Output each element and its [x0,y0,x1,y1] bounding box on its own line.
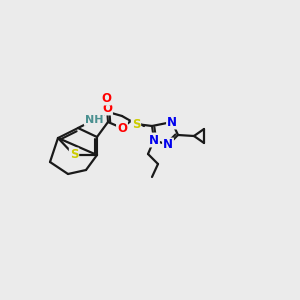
Text: O: O [101,92,111,104]
Text: O: O [117,122,127,134]
Text: NH: NH [85,115,103,125]
Text: N: N [167,116,177,128]
Text: N: N [163,139,173,152]
Text: S: S [70,148,78,161]
Text: O: O [102,101,112,115]
Text: S: S [132,118,140,130]
Text: N: N [149,134,159,146]
